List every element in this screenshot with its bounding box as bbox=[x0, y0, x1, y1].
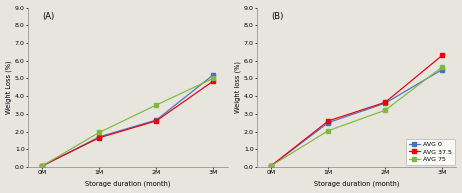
Text: (A): (A) bbox=[42, 12, 55, 21]
AVG 37.5 bbox=[97, 136, 102, 139]
AVG 75 bbox=[439, 66, 445, 68]
AVG 75 bbox=[211, 77, 216, 80]
AVG 37.5 bbox=[211, 80, 216, 82]
AVG 37.5 bbox=[268, 164, 274, 167]
Line: AVG 0: AVG 0 bbox=[269, 68, 444, 168]
AVG 75 bbox=[268, 164, 274, 167]
X-axis label: Storage duration (month): Storage duration (month) bbox=[85, 181, 170, 187]
AVG 75 bbox=[97, 131, 102, 134]
AVG 0 bbox=[153, 119, 159, 121]
AVG 37.5 bbox=[439, 54, 445, 57]
Line: AVG 37.5: AVG 37.5 bbox=[41, 79, 215, 168]
AVG 75 bbox=[153, 104, 159, 106]
AVG 37.5 bbox=[153, 120, 159, 122]
Line: AVG 0: AVG 0 bbox=[41, 73, 215, 168]
AVG 75 bbox=[40, 164, 45, 167]
AVG 0 bbox=[439, 68, 445, 71]
AVG 37.5 bbox=[383, 101, 388, 103]
Text: (B): (B) bbox=[271, 12, 283, 21]
Y-axis label: Weight loss (%): Weight loss (%) bbox=[235, 61, 241, 113]
AVG 0 bbox=[268, 164, 274, 167]
Y-axis label: Weight Loss (%): Weight Loss (%) bbox=[6, 60, 12, 114]
AVG 0 bbox=[97, 136, 102, 138]
X-axis label: Storage duration (month): Storage duration (month) bbox=[314, 181, 400, 187]
AVG 75 bbox=[383, 109, 388, 111]
Line: AVG 75: AVG 75 bbox=[41, 76, 215, 168]
Legend: AVG 0, AVG 37.5, AVG 75: AVG 0, AVG 37.5, AVG 75 bbox=[406, 139, 455, 165]
Line: AVG 75: AVG 75 bbox=[269, 65, 444, 168]
AVG 0 bbox=[40, 165, 45, 167]
AVG 0 bbox=[211, 74, 216, 76]
AVG 0 bbox=[383, 102, 388, 104]
AVG 37.5 bbox=[326, 120, 331, 122]
AVG 75 bbox=[326, 130, 331, 132]
AVG 37.5 bbox=[40, 164, 45, 167]
AVG 0 bbox=[326, 121, 331, 124]
Line: AVG 37.5: AVG 37.5 bbox=[269, 53, 444, 168]
